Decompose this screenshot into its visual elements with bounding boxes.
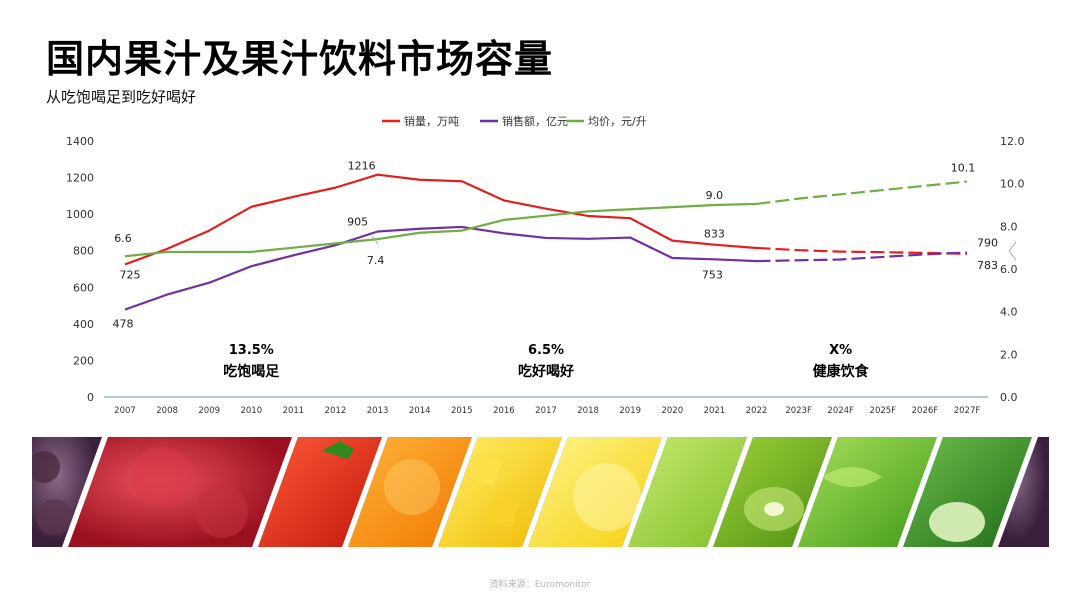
y-right-tick-label: 6.0 [1000,263,1018,276]
series-line-actual [124,173,757,266]
period-growth-label: 吃好喝好 [518,363,574,380]
y-right-tick-label: 2.0 [1000,348,1018,361]
period-growth-label: 吃饱喝足 [223,363,280,380]
x-tick-label: 2016 [493,406,515,416]
x-tick-label: 2020 [661,406,683,416]
y-right-tick-label: 0.0 [1000,391,1018,404]
x-tick-label: 2009 [198,406,220,416]
x-tick-label: 2025F [870,406,897,416]
y-left-tick-label: 400 [73,318,94,331]
y-right-tick-label: 12.0 [1000,135,1025,148]
legend-label: 均价，元/升 [588,115,647,128]
x-tick-label: 2010 [240,406,262,416]
x-tick-label: 2008 [156,406,178,416]
page-title: 国内果汁及果汁饮料市场容量 [46,37,554,81]
y-left-tick-label: 1400 [66,135,94,148]
data-label-leader [1008,250,1017,261]
x-tick-label: 2024F [827,406,854,416]
x-tick-label: 2014 [409,406,431,416]
x-tick-label: 2015 [451,406,473,416]
fruit-strip-image [32,437,1049,547]
series-line-actual [124,225,757,311]
y-left-tick-label: 200 [73,354,94,367]
x-tick-label: 2022 [746,406,768,416]
x-tick-label: 2019 [619,406,641,416]
source-note: 资料来源：Euromonitor [489,580,591,590]
period-growth-value: 13.5% [229,343,274,358]
x-tick-label: 2023F [785,406,812,416]
x-tick-label: 2012 [325,406,347,416]
page-subtitle: 从吃饱喝足到吃好喝好 [46,88,197,106]
juice-market-chart: 销量，万吨 销售额，亿元 均价，元/升 0 200 400 600 800 1000 1200 1… [66,114,1025,416]
data-label: 905 [347,216,368,229]
data-label: 6.6 [114,232,132,245]
data-label: 10.1 [951,162,976,175]
data-label: 753 [702,268,723,281]
x-tick-label: 2018 [577,406,599,416]
chart-legend: 销量，万吨 销售额，亿元 均价，元/升 [382,114,647,128]
x-tick-label: 2017 [535,406,557,416]
y-left-tick-label: 1000 [66,208,94,221]
data-label: 1216 [348,160,376,173]
legend-label: 销量，万吨 [404,114,459,128]
series-line-forecast [756,180,968,206]
y-left-tick-label: 1200 [66,172,94,185]
y-left-tick-label: 600 [73,281,94,294]
y-left-tick-label: 800 [73,245,94,258]
x-tick-label: 2007 [114,406,136,416]
data-label: 783 [977,259,998,272]
y-right-tick-label: 4.0 [1000,306,1018,319]
y-right-tick-label: 10.0 [1000,178,1025,191]
period-growth-value: 6.5% [528,343,564,358]
legend-label: 销售额，亿元 [502,114,568,128]
chart-series [124,173,968,311]
data-label: 833 [704,228,725,241]
y-right-tick-label: 8.0 [1000,220,1018,233]
x-tick-label: 2013 [367,406,389,416]
chart-annotations: 13.5% 吃饱喝足 6.5% 吃好喝好 X% 健康饮食 [223,343,869,380]
data-label-leader [1008,241,1017,252]
y-left-tick-label: 0 [87,391,94,404]
data-label: 725 [120,268,141,281]
x-tick-label: 2027F [954,406,981,416]
chart-axes: 0 200 400 600 800 1000 1200 1400 0.0 2.0 4.0 6.0 8.0… [66,135,1025,416]
x-tick-label: 2021 [704,406,726,416]
chart-data-labels: 725 1216 833 783 478 905 753 790 6.6 7.4 9.0 10.1 [113,160,1017,331]
period-growth-value: X% [829,343,852,358]
series-line-forecast [756,251,968,263]
series-line-actual [124,202,757,258]
x-tick-label: 2011 [283,406,305,416]
period-growth-label: 健康饮食 [813,363,870,380]
data-label: 790 [977,237,998,250]
data-label: 7.4 [367,254,385,267]
data-label: 478 [113,318,134,331]
data-label-leader [371,235,379,245]
x-tick-label: 2026F [912,406,939,416]
data-label: 9.0 [706,189,724,202]
